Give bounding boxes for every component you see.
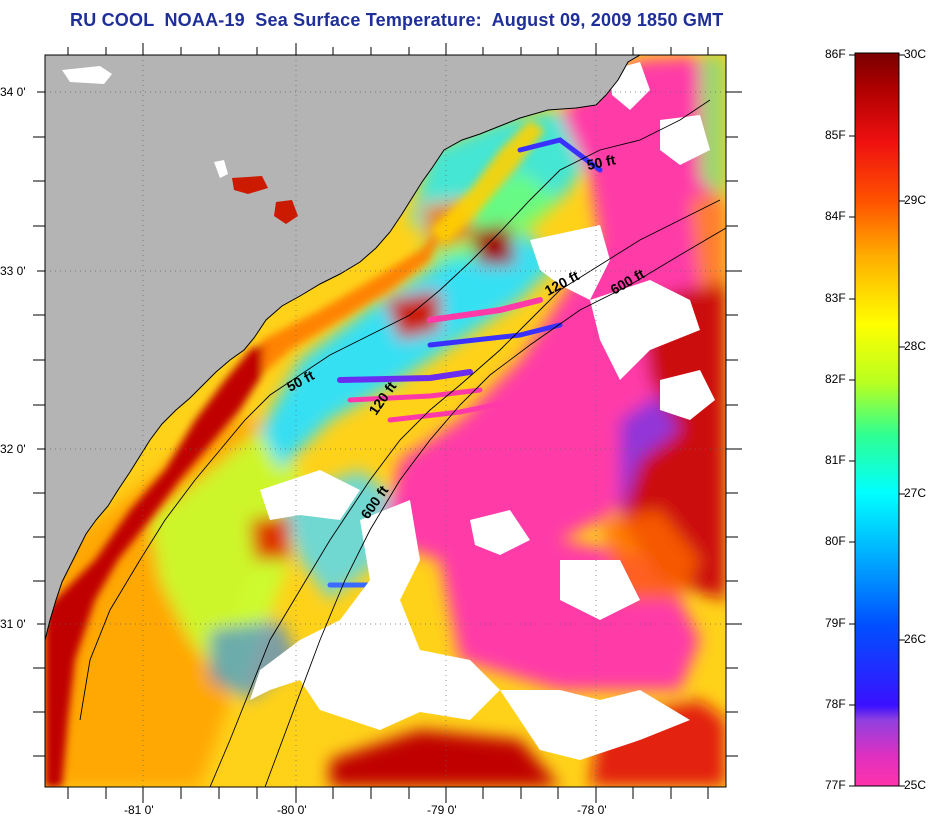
contour-120ft	[209, 199, 721, 787]
map-frame	[44, 54, 727, 788]
cloud-area	[590, 280, 700, 380]
sst-field-cyan-shelf	[260, 230, 560, 470]
colorbar-label-f: 86F	[825, 47, 846, 61]
colorbar-label-f: 78F	[825, 697, 846, 711]
cold-filament	[427, 297, 543, 323]
cold-filament	[347, 387, 483, 403]
sst-field-green-east	[700, 55, 726, 200]
sst-coastal-warm-band	[45, 340, 270, 787]
colorbar-label-f: 80F	[825, 534, 846, 548]
sst-field-orange-east-north	[690, 190, 726, 290]
sst-coastal-orange-band	[262, 230, 440, 375]
lat-label: 31 0'	[0, 617, 26, 631]
sst-field-red-patch	[250, 515, 290, 560]
inland-water	[214, 160, 228, 178]
inland-lake	[232, 176, 268, 194]
colorbar-label-f: 81F	[825, 453, 846, 467]
colorbar-label-c: 25C	[904, 778, 927, 792]
contour-50ft	[79, 99, 711, 721]
colorbar-label-f: 77F	[825, 778, 846, 792]
sst-field-red-southeast	[330, 730, 560, 787]
inland-water	[62, 66, 112, 84]
colorbar-label-f: 83F	[825, 291, 846, 305]
lat-label: 33 0'	[0, 264, 26, 278]
sst-field-red-midshelf	[385, 290, 440, 340]
cold-filament	[427, 322, 563, 348]
lon-label: -80 0'	[277, 803, 307, 817]
sst-field-red-north	[470, 225, 515, 265]
lon-label: -81 0'	[124, 803, 154, 817]
lon-label: -79 0'	[427, 803, 457, 817]
inland-lake	[274, 200, 298, 224]
colorbar-label-c: 27C	[904, 486, 927, 500]
depth-label: 50 ft	[585, 151, 617, 173]
colorbar-label-c: 28C	[904, 339, 927, 353]
cloud-area	[660, 370, 715, 420]
contour-600ft	[264, 227, 726, 787]
colorbar-label-c: 26C	[904, 632, 927, 646]
cloud-area	[260, 470, 360, 520]
lat-label: 34 0'	[0, 85, 26, 99]
colorbar-label-f: 82F	[825, 372, 846, 386]
colorbar-label-c: 29C	[904, 193, 927, 207]
coastline	[45, 55, 641, 641]
cloud-area	[560, 560, 640, 620]
sst-coastal-yellow-band	[430, 120, 545, 245]
lat-label: 32 0'	[0, 442, 26, 456]
cold-filament	[517, 137, 603, 173]
cloud-area	[530, 225, 610, 300]
cloud-area	[500, 690, 690, 760]
colorbar-label-f: 84F	[825, 209, 846, 223]
colorbar-label-c: 30C	[904, 47, 927, 61]
map-title: RU COOL NOAA-19 Sea Surface Temperature:…	[70, 10, 724, 30]
cloud-area	[470, 510, 530, 555]
cold-filament	[337, 369, 473, 383]
cloud-area	[660, 115, 710, 165]
sst-field-blue-south	[210, 620, 300, 700]
colorbar-label-f: 79F	[825, 616, 846, 630]
cloud-area	[250, 500, 500, 730]
land-area	[45, 55, 640, 640]
lon-label: -78 0'	[577, 803, 607, 817]
cold-filament	[387, 401, 503, 423]
colorbar	[854, 52, 900, 787]
colorbar-label-f: 85F	[825, 128, 846, 142]
